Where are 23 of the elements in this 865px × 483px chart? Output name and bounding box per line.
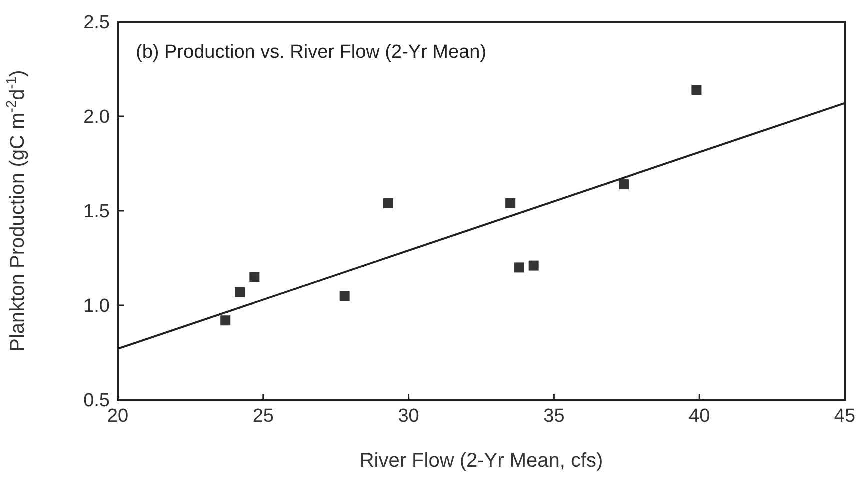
x-tick-label: 25 <box>252 406 274 427</box>
point <box>220 316 231 326</box>
x-tick-label: 20 <box>107 406 129 427</box>
y-tick-label: 1.5 <box>84 202 110 223</box>
x-tick-label: 45 <box>834 406 856 427</box>
x-axis-title: River Flow (2-Yr Mean, cfs) <box>360 450 604 472</box>
point <box>528 260 539 271</box>
y-tick-label: 0.5 <box>84 390 110 412</box>
point <box>692 85 702 96</box>
point <box>250 272 260 282</box>
point <box>340 291 350 302</box>
y-tick-label: 2.0 <box>84 107 110 128</box>
y-tick-label: 2.5 <box>84 12 110 34</box>
y-tick-label: 1.0 <box>84 296 110 318</box>
point <box>235 287 246 298</box>
point <box>506 198 516 208</box>
point <box>514 262 524 273</box>
point <box>618 180 629 190</box>
x-tick-label: 35 <box>544 406 565 427</box>
x-tick-label: 30 <box>398 406 420 427</box>
x-tick-label: 40 <box>689 406 710 427</box>
point <box>383 198 394 208</box>
text: (b) Production vs. River Flow (2-Yr Mean) <box>136 42 487 63</box>
